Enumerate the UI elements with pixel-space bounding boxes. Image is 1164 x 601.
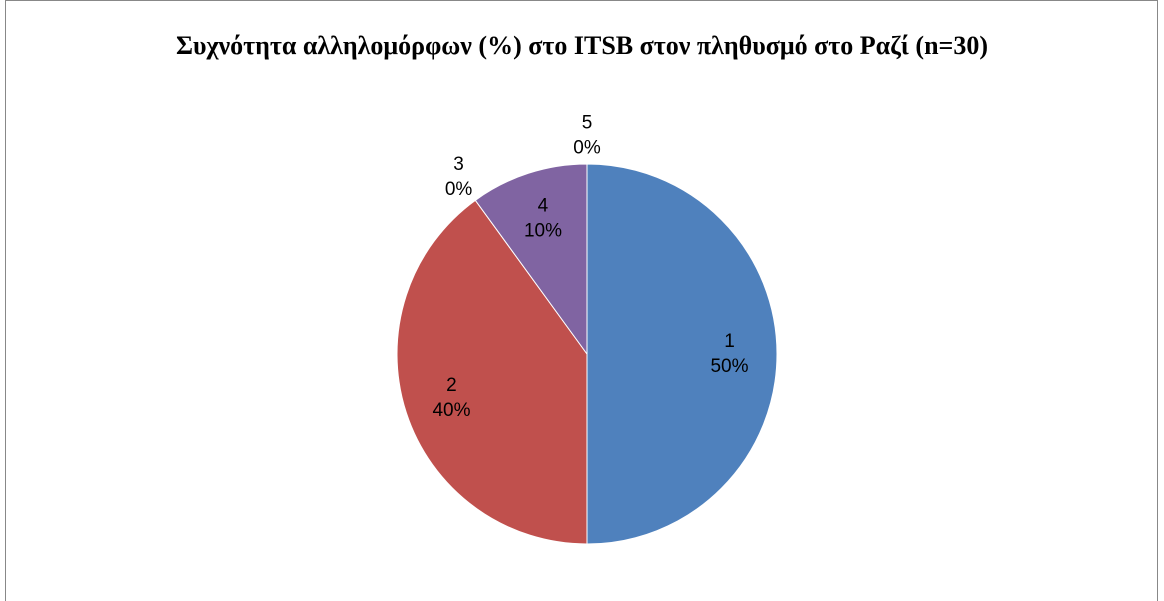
slice-value-label: 0% <box>573 138 601 159</box>
slice-value-label: 50% <box>710 356 748 377</box>
slice-category-label: 4 <box>538 195 549 216</box>
slice-value-label: 0% <box>445 179 473 200</box>
slice-category-label: 3 <box>453 154 464 175</box>
slice-value-label: 40% <box>432 400 470 421</box>
pie-slice <box>474 163 588 356</box>
slice-category-label: 1 <box>724 331 735 352</box>
slice-category-label: 2 <box>446 375 457 396</box>
chart-border <box>5 0 1158 601</box>
pie-slice <box>396 199 588 545</box>
pie-slice <box>586 163 778 545</box>
chart-title: Συχνότητα αλληλομόρφων (%) στο ITSB στον… <box>175 31 989 60</box>
slice-category-label: 5 <box>582 113 593 134</box>
slice-value-label: 10% <box>524 220 562 241</box>
